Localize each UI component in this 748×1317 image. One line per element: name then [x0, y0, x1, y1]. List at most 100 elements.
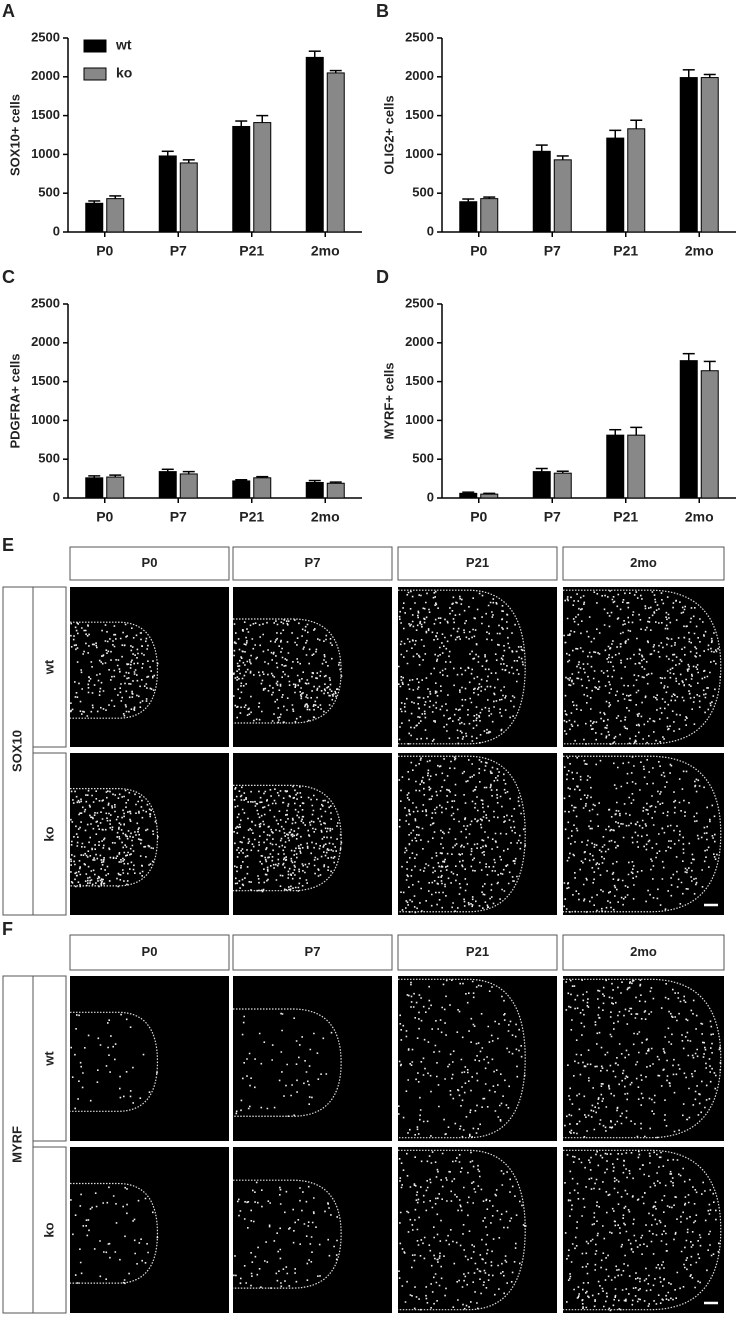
bar [232, 125, 251, 233]
tissue-outline [233, 618, 342, 724]
micrograph [563, 753, 724, 915]
column-header: P0 [142, 944, 158, 959]
tissue-outline [563, 589, 722, 745]
x-tick-label: P0 [470, 243, 487, 259]
bar [459, 492, 478, 499]
micrograph [398, 587, 557, 747]
bar [679, 360, 698, 499]
y-axis-label: MYRF+ cells [381, 363, 396, 440]
y-tick-label: 500 [412, 451, 434, 466]
panel-label: C [2, 267, 15, 287]
bar [106, 198, 125, 233]
tissue-outline [563, 1149, 722, 1311]
y-tick-label: 2500 [31, 29, 60, 44]
column-header-box [397, 546, 558, 581]
column-header: P7 [305, 555, 321, 570]
x-tick-label: P7 [544, 509, 561, 525]
cell-dots [398, 979, 526, 1138]
tissue-outline [563, 755, 722, 913]
column-header-box [69, 934, 230, 971]
x-tick-label: P0 [96, 509, 113, 525]
bar [627, 434, 646, 499]
y-tick-label: 0 [427, 489, 434, 504]
y-tick-label: 0 [427, 223, 434, 238]
cell-dots [235, 1012, 333, 1117]
tissue-outline [70, 1182, 159, 1284]
cell-dots [398, 1151, 527, 1311]
micrograph [563, 976, 724, 1141]
y-tick-label: 0 [53, 223, 60, 238]
y-tick-label: 500 [38, 451, 60, 466]
legend-label: wt [115, 37, 132, 53]
bar [700, 370, 719, 499]
micrograph [398, 753, 557, 915]
row-label: wt [41, 659, 56, 675]
y-tick-label: 0 [53, 489, 60, 504]
marker-label: MYRF [9, 1126, 24, 1163]
bar [305, 56, 324, 233]
y-tick-label: 1000 [405, 412, 434, 427]
y-tick-label: 2000 [31, 68, 60, 83]
x-tick-label: 2mo [685, 509, 714, 525]
x-tick-label: P21 [239, 243, 264, 259]
x-tick-label: P7 [170, 243, 187, 259]
y-axis-label: OLIG2+ cells [381, 95, 396, 174]
micrograph [70, 753, 229, 915]
x-tick-label: P7 [544, 243, 561, 259]
marker-box [2, 586, 34, 916]
y-axis-label: PDGFRA+ cells [7, 353, 22, 448]
bar [85, 202, 104, 233]
x-tick-label: P0 [96, 243, 113, 259]
column-header: 2mo [630, 555, 657, 570]
bar [459, 201, 478, 233]
bar [480, 493, 499, 499]
column-header: P7 [305, 944, 321, 959]
x-tick-label: P7 [170, 509, 187, 525]
bar [158, 471, 177, 499]
bar [158, 155, 177, 233]
row-label-box [32, 1146, 67, 1314]
panel-label: E [2, 535, 14, 555]
column-header-box [232, 546, 393, 581]
y-tick-label: 1000 [31, 146, 60, 161]
column-header-box [232, 934, 393, 971]
tissue-outline [398, 1149, 526, 1311]
panel-label: A [2, 1, 15, 21]
micrograph [233, 976, 392, 1141]
y-axis-label: SOX10+ cells [7, 94, 22, 176]
bar [326, 482, 345, 499]
bar [253, 122, 272, 233]
bar [179, 473, 198, 499]
tissue-outline [398, 978, 526, 1139]
column-header: P0 [142, 555, 158, 570]
bar [553, 159, 572, 233]
bar [679, 77, 698, 233]
bar [305, 481, 324, 499]
cell-dots [70, 1186, 159, 1285]
y-tick-label: 2000 [31, 334, 60, 349]
x-tick-label: 2mo [311, 243, 340, 259]
cell-dots [398, 590, 524, 745]
y-tick-label: 1500 [31, 107, 60, 122]
panel-label: D [376, 267, 389, 287]
micrograph [398, 976, 557, 1141]
y-tick-label: 2500 [405, 295, 434, 310]
tissue-outline [233, 784, 342, 892]
y-tick-label: 500 [412, 185, 434, 200]
row-label-box [32, 975, 67, 1142]
bar [480, 198, 499, 233]
y-tick-label: 1000 [31, 412, 60, 427]
tissue-outline [70, 621, 159, 719]
row-label: ko [41, 826, 56, 841]
tissue-outline [70, 1011, 159, 1112]
column-header: P21 [466, 944, 489, 959]
cell-dots [70, 622, 159, 717]
x-tick-label: P21 [613, 509, 638, 525]
column-header: P21 [466, 555, 489, 570]
bar [700, 77, 719, 233]
y-tick-label: 1500 [405, 107, 434, 122]
micrograph [233, 753, 392, 915]
x-tick-label: P0 [470, 509, 487, 525]
x-tick-label: P21 [613, 243, 638, 259]
